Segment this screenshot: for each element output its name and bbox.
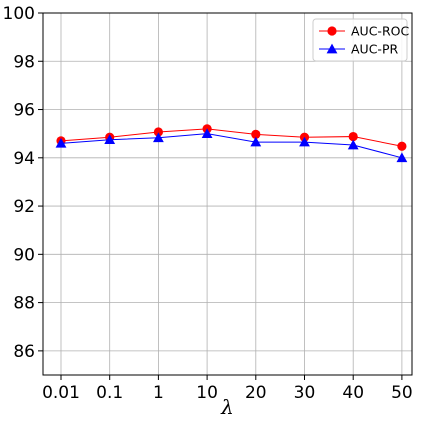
x-tick-label: 20 [245,383,267,403]
legend-marker [327,26,337,36]
data-point [104,134,116,145]
y-tick-label: 88 [13,294,35,314]
data-point [153,132,164,143]
legend-label: AUC-PR [351,42,398,57]
data-point [55,137,67,148]
x-tick-label: 50 [391,383,413,403]
series-auc-pr [55,128,408,163]
y-tick-label: 100 [3,4,35,24]
y-axis: 86 88 90 92 94 96 98 100 [3,4,43,362]
y-tick-label: 92 [13,197,35,217]
legend-item: AUC-ROC [319,24,409,39]
x-axis: 0.01 0.1 1 10 20 30 40 50 [42,375,413,403]
data-point [251,129,261,139]
x-tick-label: 10 [196,383,218,403]
x-axis-label: λ [220,395,234,419]
data-point [397,141,407,151]
plot-frame [42,12,413,376]
x-tick-label: 40 [342,383,364,403]
y-tick-label: 86 [13,342,35,362]
series [55,124,408,163]
legend-box [312,18,408,62]
y-tick-label: 98 [13,52,35,72]
x-tick-label: 0.01 [42,383,80,403]
x-tick-label: 30 [294,383,316,403]
data-point [201,128,213,138]
y-tick-label: 96 [13,101,35,121]
y-tick-label: 90 [13,245,35,265]
legend-label: AUC-ROC [351,24,409,39]
data-point [396,152,408,163]
data-point [299,136,310,147]
legend: AUC-ROC AUC-PR [312,18,409,62]
x-tick-label: 1 [153,383,164,403]
y-tick-label: 94 [13,149,35,169]
x-tick-label: 0.1 [96,383,123,403]
data-point [250,136,262,147]
data-point [348,131,358,142]
data-point [347,139,359,150]
series-line [60,128,402,147]
series-line [60,133,403,159]
legend-marker [326,43,338,54]
grid [43,12,412,375]
legend-item: AUC-PR [319,42,398,57]
data-point [153,127,163,137]
